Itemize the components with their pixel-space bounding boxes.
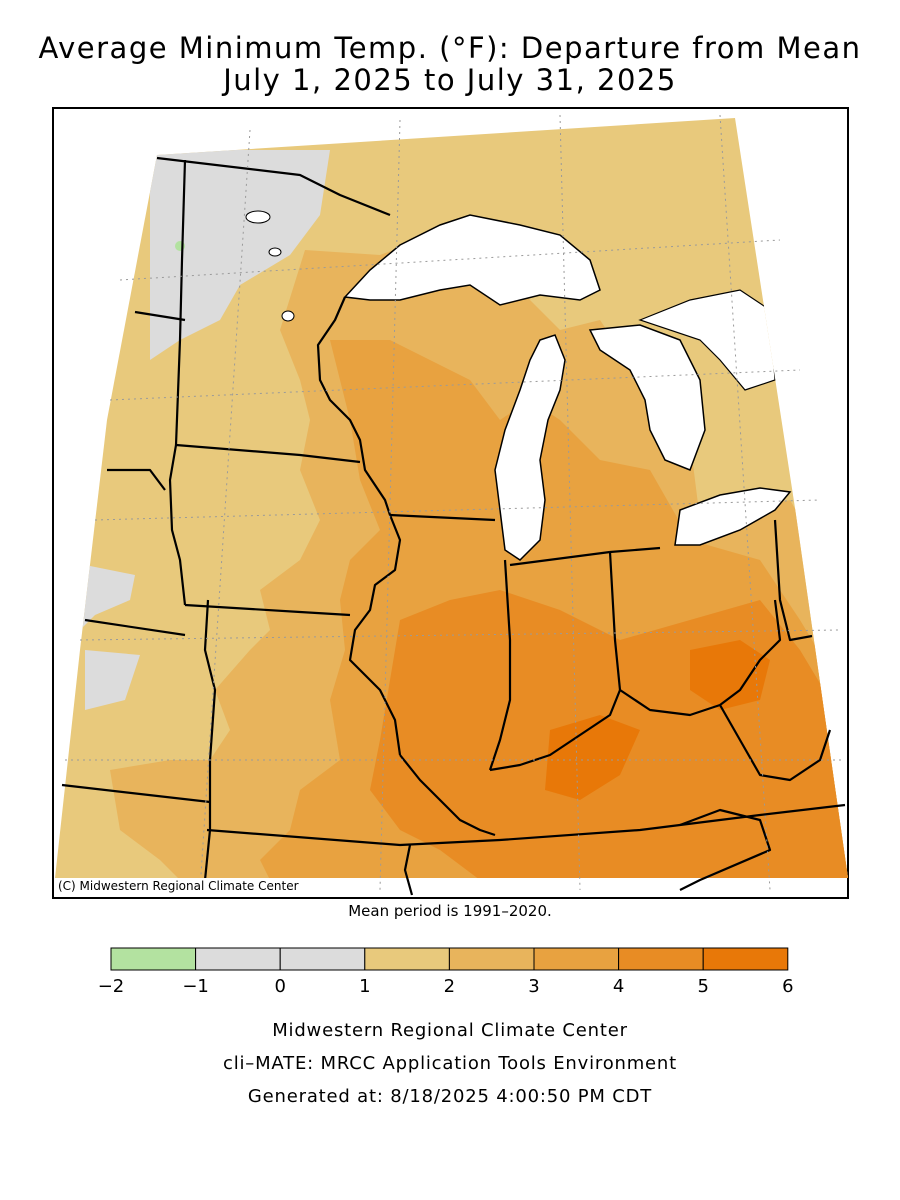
red-lake <box>281 310 295 322</box>
legend-swatch <box>364 947 450 971</box>
legend-tick-label: 3 <box>528 976 539 997</box>
map-title-line-2: July 1, 2025 to July 31, 2025 <box>223 63 677 97</box>
band-5-6-ohio <box>690 640 770 710</box>
departure-map <box>52 107 849 899</box>
legend-swatch <box>448 947 535 971</box>
tennessee-virginia-border <box>679 808 772 891</box>
nebraska-iowa-border <box>107 468 166 491</box>
lake-michigan <box>494 334 566 561</box>
mean-period-note: Mean period is 1991–2020. <box>348 902 552 920</box>
missouri-bootheel <box>403 844 414 896</box>
footer-tool: cli–MATE: MRCC Application Tools Environ… <box>223 1053 677 1074</box>
legend-swatch <box>702 947 789 971</box>
iowa-illinois-border <box>348 514 402 756</box>
legend-swatch <box>533 947 620 971</box>
band-5-6-kentucky <box>545 715 640 800</box>
ohio-michigan-border <box>609 546 661 554</box>
footer-generated: Generated at: 8/18/2025 4:00:50 PM CDT <box>247 1086 653 1107</box>
illinois-indiana-border <box>488 559 512 771</box>
map-title-line-1: Average Minimum Temp. (°F): Departure fr… <box>38 31 862 65</box>
legend-swatch <box>279 947 366 971</box>
iowa-missouri-border <box>184 603 351 617</box>
minnesota-wisconsin-border <box>316 296 392 516</box>
color-legend: −2 −1 0 1 2 3 4 5 6 <box>98 947 794 997</box>
legend-tick-label: 4 <box>613 976 624 997</box>
legend-tick-label: −2 <box>98 976 125 997</box>
minnesota-west-border <box>174 159 187 446</box>
arkansas-border <box>203 829 212 881</box>
graticule <box>65 114 845 891</box>
indiana-ohio-border <box>608 551 622 691</box>
canada-ontario-white <box>638 289 776 391</box>
legend-tick-label: −1 <box>182 976 209 997</box>
legend-swatch <box>110 947 197 971</box>
ohio-river <box>619 599 782 717</box>
legend-tick-label: 0 <box>274 976 285 997</box>
band-0-1-southwest <box>85 650 140 710</box>
lake-of-the-woods <box>268 247 282 257</box>
legend-swatch <box>618 947 704 971</box>
lake-erie <box>674 487 792 546</box>
footer-organization: Midwestern Regional Climate Center <box>272 1020 628 1041</box>
ohio-pennsylvania-border <box>773 519 813 642</box>
kentucky-wv-border <box>719 704 832 782</box>
legend-tick-label: 5 <box>697 976 708 997</box>
minnesota-south-border <box>175 443 361 464</box>
legend-tick-label: 6 <box>782 976 793 997</box>
band-0-1-northwest <box>150 150 330 360</box>
ohio-river-indiana-kentucky <box>489 689 622 772</box>
legend-tick-label: 2 <box>444 976 455 997</box>
copyright-label: (C) Midwestern Regional Climate Center <box>55 878 303 894</box>
wisconsin-illinois-border <box>389 513 496 522</box>
us-canada-border <box>156 156 391 217</box>
lake-superior <box>343 214 601 306</box>
iowa-west-border <box>168 444 187 606</box>
illinois-missouri-southern <box>399 754 496 837</box>
missouri-kansas-border <box>203 599 217 830</box>
legend-swatch <box>195 947 281 971</box>
nd-sd-border <box>134 310 186 322</box>
sd-nebraska-border <box>84 618 186 637</box>
state-boundaries <box>61 156 846 896</box>
lake-huron <box>588 324 706 471</box>
southern-state-line <box>206 803 846 847</box>
nebraska-kansas-border <box>61 783 211 804</box>
legend-tick-label: 1 <box>359 976 370 997</box>
indiana-michigan-border <box>509 550 611 567</box>
rainy-lake <box>245 210 271 224</box>
